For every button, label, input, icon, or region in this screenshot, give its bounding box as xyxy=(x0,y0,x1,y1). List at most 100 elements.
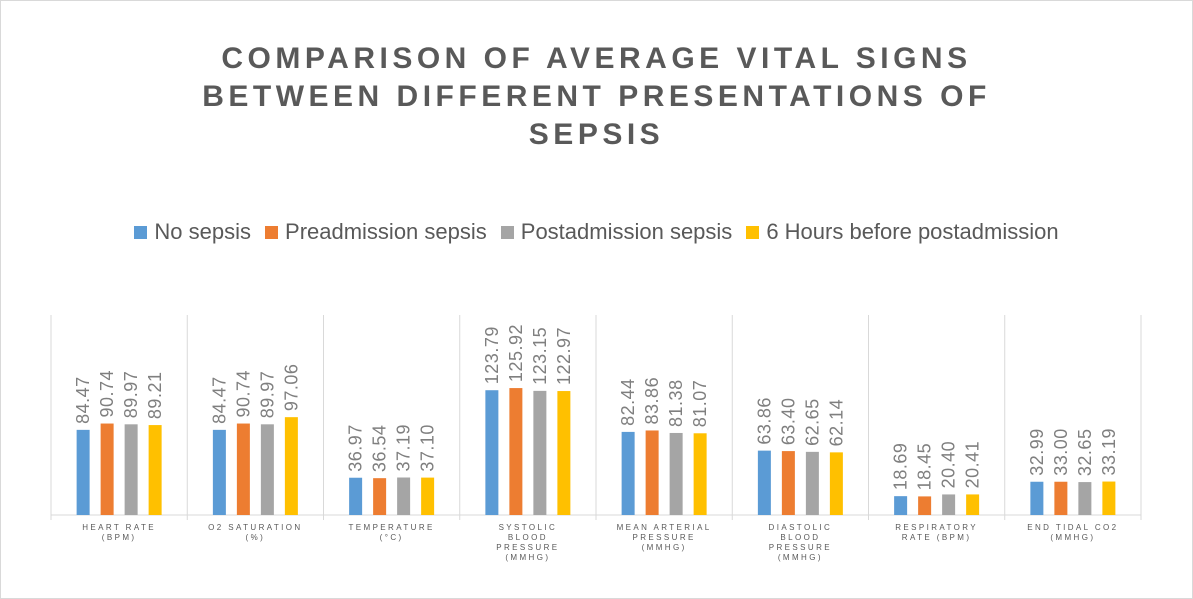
bar xyxy=(669,432,683,515)
data-label: 36.54 xyxy=(370,425,390,473)
category-label: PRESSURE xyxy=(496,543,559,552)
bar xyxy=(693,433,707,515)
bar xyxy=(1030,481,1044,515)
legend-swatch xyxy=(500,225,514,239)
category-label: MEAN ARTERIAL xyxy=(617,523,712,532)
data-label: 89.97 xyxy=(257,371,277,419)
data-label: 123.15 xyxy=(530,327,550,385)
data-label: 20.41 xyxy=(963,441,983,489)
bar xyxy=(124,424,138,515)
category-label: (MMHG) xyxy=(642,543,687,552)
category-label: BLOOD xyxy=(780,533,820,542)
legend-item-postadmission-sepsis: Postadmission sepsis xyxy=(500,219,733,245)
data-label: 33.00 xyxy=(1051,428,1071,476)
category-label: BLOOD xyxy=(508,533,548,542)
data-label: 90.74 xyxy=(233,370,253,418)
bar xyxy=(421,477,435,515)
legend-label: Preadmission sepsis xyxy=(285,219,487,244)
category-label: END TIDAL CO2 xyxy=(1027,523,1118,532)
legend-item-preadmission-sepsis: Preadmission sepsis xyxy=(265,219,487,245)
bar xyxy=(918,496,932,515)
data-label: 123.79 xyxy=(482,326,502,384)
bar xyxy=(894,496,908,515)
data-label: 62.14 xyxy=(826,399,846,447)
category-label: RATE (BPM) xyxy=(902,533,972,542)
data-label: 37.10 xyxy=(418,424,438,472)
data-label: 18.69 xyxy=(891,443,911,491)
bar xyxy=(557,391,571,515)
data-label: 33.19 xyxy=(1099,428,1119,476)
category-label: PRESSURE xyxy=(633,533,696,542)
category-label: (BPM) xyxy=(102,533,137,542)
data-label: 83.86 xyxy=(642,377,662,425)
bar xyxy=(1054,481,1068,515)
data-label: 89.97 xyxy=(121,371,141,419)
bar xyxy=(397,477,411,515)
category-label: (MMHG) xyxy=(778,553,823,562)
bar xyxy=(533,390,547,515)
data-label: 63.86 xyxy=(754,397,774,445)
data-label: 97.06 xyxy=(281,364,301,412)
data-label: 36.97 xyxy=(346,424,366,472)
legend-label: Postadmission sepsis xyxy=(520,219,733,244)
bar xyxy=(829,452,843,515)
category-label: HEART RATE xyxy=(82,523,156,532)
chart-title-line-2: BETWEEN DIFFERENT PRESENTATIONS OF xyxy=(202,80,991,113)
data-label: 84.47 xyxy=(209,376,229,424)
data-label: 90.74 xyxy=(97,370,117,418)
bar xyxy=(100,423,114,515)
bar xyxy=(76,429,90,515)
category-label: (MMHG) xyxy=(505,553,550,562)
category-label: PRESSURE xyxy=(769,543,832,552)
legend-swatch xyxy=(134,225,148,239)
chart-legend: No sepsis Preadmission sepsis Postadmiss… xyxy=(0,219,1193,245)
bar xyxy=(757,450,771,515)
bar xyxy=(212,429,226,515)
data-label: 20.40 xyxy=(939,441,959,489)
data-label: 18.45 xyxy=(915,443,935,491)
category-label: O2 SATURATION xyxy=(208,523,302,532)
chart-title-line-1: COMPARISON OF AVERAGE VITAL SIGNS xyxy=(221,42,972,75)
bar xyxy=(645,430,659,515)
data-label: 81.38 xyxy=(666,379,686,427)
category-label: DIASTOLIC xyxy=(769,523,833,532)
bar xyxy=(966,494,980,515)
category-label: TEMPERATURE xyxy=(348,523,434,532)
category-label: (MMHG) xyxy=(1050,533,1095,542)
data-label: 122.97 xyxy=(554,327,574,385)
bar xyxy=(373,478,387,515)
bar xyxy=(1102,481,1116,515)
bar xyxy=(781,451,795,515)
data-label: 81.07 xyxy=(690,380,710,428)
bar xyxy=(1078,482,1092,515)
bar xyxy=(942,494,956,515)
data-label: 84.47 xyxy=(73,376,93,424)
data-label: 32.99 xyxy=(1027,428,1047,476)
bar xyxy=(805,451,819,515)
data-label: 125.92 xyxy=(506,324,526,382)
bar xyxy=(349,477,363,515)
legend-swatch xyxy=(746,225,760,239)
data-label: 63.40 xyxy=(778,398,798,446)
bar xyxy=(509,388,523,515)
legend-swatch xyxy=(265,225,279,239)
bar xyxy=(236,423,250,515)
chart-title-line-3: SEPSIS xyxy=(528,118,665,151)
legend-label: 6 Hours before postadmission xyxy=(766,219,1059,244)
data-label: 82.44 xyxy=(618,378,638,426)
chart-title: COMPARISON OF AVERAGE VITAL SIGNS BETWEE… xyxy=(0,40,1193,154)
data-label: 62.65 xyxy=(802,398,822,446)
data-label: 89.21 xyxy=(145,372,165,420)
bar xyxy=(260,424,274,515)
bar xyxy=(621,431,635,515)
bar xyxy=(284,417,298,515)
legend-item-6-hours-before: 6 Hours before postadmission xyxy=(746,219,1059,245)
bar xyxy=(148,425,162,515)
bar xyxy=(485,390,499,515)
data-label: 32.65 xyxy=(1075,429,1095,477)
data-label: 37.19 xyxy=(394,424,414,472)
category-label: RESPIRATORY xyxy=(895,523,978,532)
legend-label: No sepsis xyxy=(154,219,252,244)
legend-item-no-sepsis: No sepsis xyxy=(134,219,251,245)
